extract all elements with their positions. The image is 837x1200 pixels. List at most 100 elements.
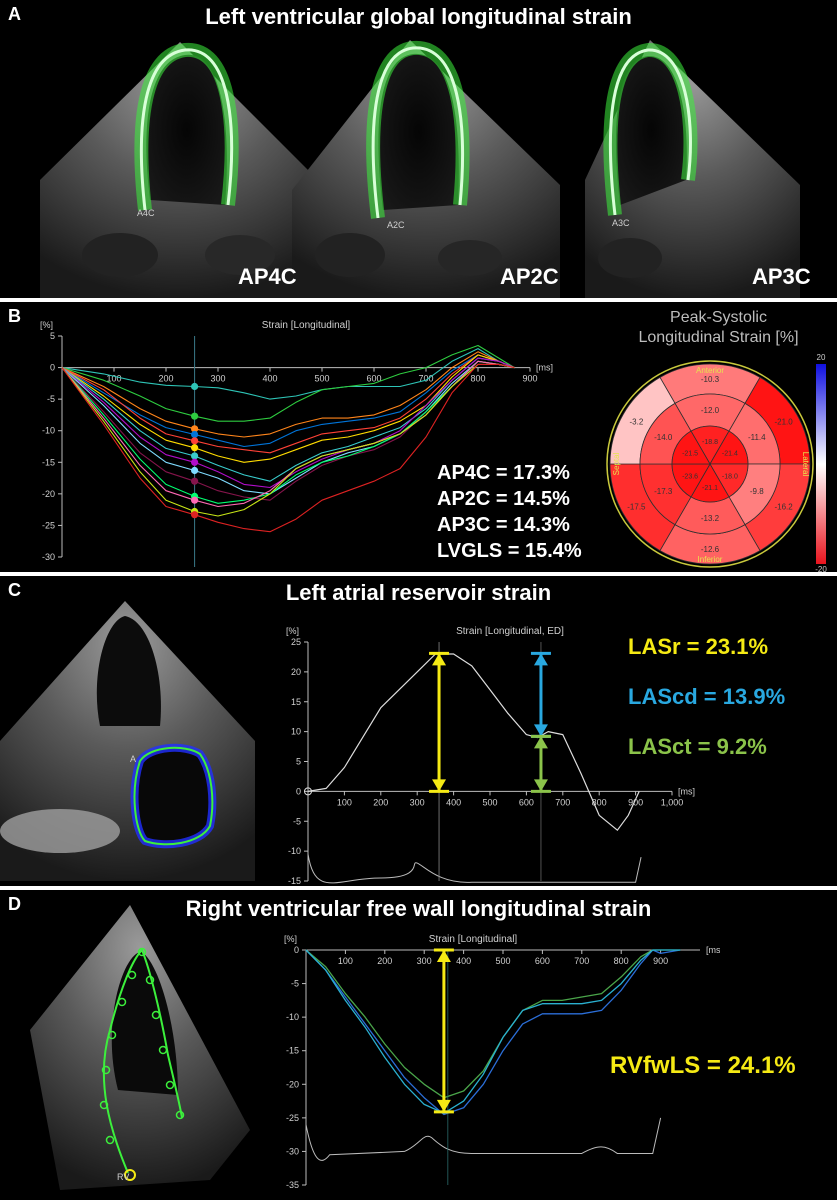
panel-b-label: B [8,306,21,326]
arrow-rvfwls-head-a [436,950,451,962]
rv-trace [102,948,183,1174]
arrow-lascd-head-b [533,724,548,737]
y-tick-label: -25 [42,520,55,530]
outer-value-0: -10.3 [701,375,720,384]
y-tick-label: -30 [42,552,55,562]
outer-value-4: -17.5 [627,503,646,512]
x-tick-label: 600 [366,374,381,384]
y-tick-label: 5 [296,757,301,767]
outer-value-3: -12.6 [701,545,720,554]
y-tick-label: -15 [286,1046,299,1056]
mid-value-4: -17.3 [654,487,673,496]
bullseye-outline [606,360,814,568]
y-tick-label: 0 [296,786,301,796]
x-tick-label: 200 [158,374,173,384]
echo-ap4c: A4C [40,42,318,298]
peak-dot-8 [191,466,199,475]
series-line-0 [305,949,681,1116]
start-point [304,787,312,796]
la-echo-image: A [0,601,255,881]
label-anterior: Anterior [696,366,724,375]
result-lasr: LASr = 23.1% [628,634,769,659]
result-rvfwls: RVfwLS = 24.1% [610,1052,796,1079]
series-line-0 [307,653,640,831]
panel-a: A Left ventricular global longitudinal s… [0,0,837,298]
rv-strain-chart: 0 -5 -10 -15 -20 -25 -30 -35 100 200 300 400 500 600 7… [284,934,720,1190]
ecg-trace [307,854,642,884]
y-tick-label: -5 [47,394,55,404]
bullseye-title: Peak-Systolic Longitudinal Strain [%] [600,308,837,348]
y-tick-label: 25 [291,637,301,647]
result-lvgls: LVGLS = 15.4% [437,540,582,562]
y-tick-label: -5 [291,979,299,989]
chart-title: Strain [Longitudinal] [262,320,351,331]
y-tick-label: 20 [291,667,301,677]
peak-dot-9 [191,477,199,485]
apical-value-0: -18.8 [702,439,718,446]
result-ap4c: AP4C = 17.3% [437,462,570,484]
echo-ap2c: A2C [292,40,560,298]
arrow-lasct-head-b [533,779,548,792]
x-axis-unit: [ms] [678,786,695,796]
peak-dot-1 [191,412,199,420]
x-tick-label: 900 [653,956,668,966]
series-line-7 [61,357,515,489]
view-label-ap4c: AP4C [238,264,297,289]
panel-a-title: Left ventricular global longitudinal str… [205,4,632,29]
peak-dot-0 [191,382,199,391]
view-label-ap3c: AP3C [752,264,811,289]
y-axis-unit: [%] [284,934,297,944]
panel-c-results: LASr = 23.1% LAScd = 13.9% LASct = 9.2% [628,622,785,772]
label-lateral: Lateral [801,452,810,477]
x-tick-label: 100 [106,374,121,384]
lv-echo-images: A4C A2C A3C [40,40,800,298]
y-axis-unit: [%] [286,626,299,636]
y-tick-label: -30 [286,1146,299,1156]
y-tick-label: 0 [50,363,55,373]
mid-value-0: -12.0 [701,406,720,415]
marker-rv: RV [117,1172,129,1182]
outer-value-1: -21.0 [774,418,793,427]
result-lasct: LASct = 9.2% [628,734,767,759]
apical-segment-5 [671,430,711,465]
panel-d-title: Right ventricular free wall longitudinal… [185,896,652,921]
y-tick-label: -15 [42,457,55,467]
series-line-2 [305,949,681,1114]
y-tick-label: 15 [291,697,301,707]
series-line-8 [61,360,515,495]
peak-dot-13 [191,511,199,519]
y-tick-label: -10 [286,1012,299,1022]
x-tick-label: 100 [338,956,353,966]
scale-max-label: 20 [817,353,826,362]
y-tick-label: -25 [286,1113,299,1123]
x-tick-label: 500 [482,797,497,807]
x-axis-unit: [ms] [706,945,720,955]
marker-a: A [130,754,136,764]
x-tick-label: 600 [535,956,550,966]
apical-value-1: -21.4 [722,451,738,458]
x-tick-label: 800 [592,797,607,807]
la-trace [133,746,214,846]
apical-value-3: -21.1 [702,485,718,492]
marker-a3c: A3C [612,218,630,228]
result-ap3c: AP3C = 14.3% [437,514,570,536]
scale-min-label: -20 [815,565,827,572]
x-axis-unit: [ms] [536,363,553,373]
bullseye-plot: -10.3 -21.0 -16.2 -12.6 -17.5 -3.2 -12.0 -11.4 -… [606,353,827,572]
arrow-lasr-head-a [432,653,447,666]
marker-a2c: A2C [387,220,405,230]
x-tick-label: 700 [555,797,570,807]
x-tick-label: 600 [519,797,534,807]
outer-value-5: -3.2 [629,418,643,427]
peak-dot-7 [191,458,199,466]
panel-d-label: D [8,894,21,914]
series-line-13 [61,363,515,533]
series-line-3 [61,354,515,448]
x-tick-label: 300 [417,956,432,966]
panel-c: C Left atrial reservoir strain A 25 20 15 1… [0,576,837,886]
peak-dot-3 [191,430,199,439]
x-tick-label: 800 [470,374,485,384]
peak-dot-6 [191,452,199,460]
y-tick-label: -10 [288,846,301,856]
lv-strain-chart: 5 0 -5 -10 -15 -20 -25 -30 100 200 300 400 500 600 700… [40,320,553,567]
